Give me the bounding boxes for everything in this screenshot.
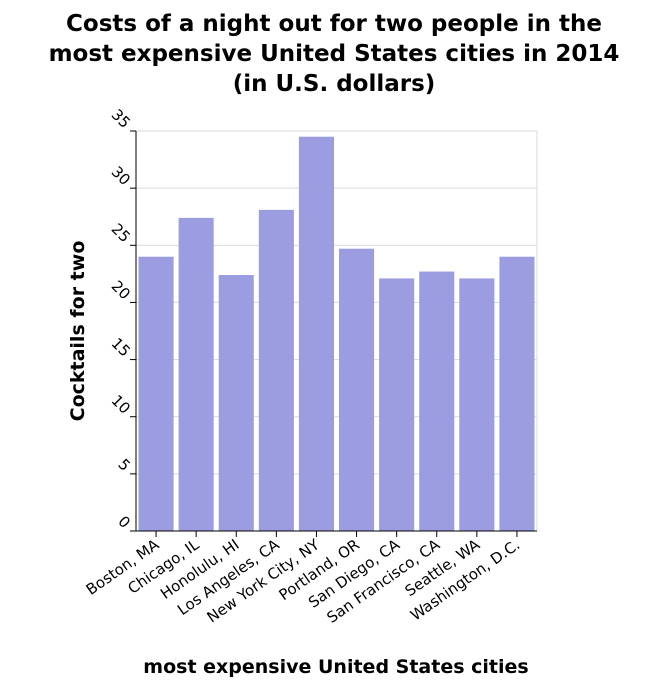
y-axis-title: Cocktails for two bbox=[67, 241, 89, 422]
y-tick-label: 15 bbox=[108, 334, 134, 360]
bar bbox=[178, 217, 214, 531]
bar bbox=[258, 209, 294, 531]
y-tick-labels: 0 5 10 15 20 25 30 35 bbox=[108, 106, 134, 532]
y-tick-label: 5 bbox=[114, 455, 133, 474]
bar bbox=[218, 275, 254, 531]
axes bbox=[130, 130, 537, 537]
chart-title-line-3: (in U.S. dollars) bbox=[233, 71, 436, 97]
y-tick-label: 20 bbox=[108, 277, 134, 303]
y-tick-label: 35 bbox=[108, 106, 134, 132]
chart-title-line-2: most expensive United States cities in 2… bbox=[49, 41, 620, 67]
chart-title-line-1: Costs of a night out for two people in t… bbox=[66, 11, 602, 37]
bar bbox=[459, 278, 495, 531]
bar bbox=[339, 248, 375, 531]
bar bbox=[138, 256, 174, 531]
x-axis-title: most expensive United States cities bbox=[143, 656, 528, 678]
bars bbox=[138, 136, 535, 531]
bar bbox=[298, 136, 334, 531]
y-tick-label: 30 bbox=[108, 163, 134, 189]
bar bbox=[379, 278, 415, 531]
y-tick-label: 25 bbox=[108, 220, 134, 246]
bar bbox=[499, 256, 535, 531]
chart-title: Costs of a night out for two people in t… bbox=[49, 11, 620, 97]
y-tick-label: 10 bbox=[108, 391, 134, 417]
bar bbox=[419, 271, 455, 531]
y-tick-label: 0 bbox=[114, 512, 133, 531]
